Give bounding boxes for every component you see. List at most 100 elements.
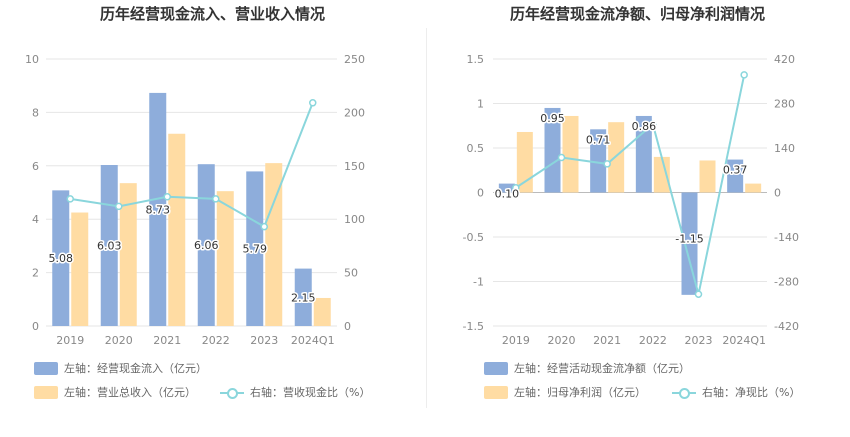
bar-left-series	[294, 268, 312, 326]
bar-data-label: 8.73	[146, 203, 171, 216]
left-axis-tick-label: 0	[477, 187, 484, 200]
bar-right-series	[168, 133, 186, 326]
right-axis-tick-label: -140	[774, 231, 799, 244]
right-axis-tick-label: 50	[344, 267, 358, 280]
ratio-point	[740, 71, 748, 79]
bar-right-series	[745, 183, 762, 193]
ratio-point	[163, 193, 171, 201]
bar-right-series	[216, 191, 234, 326]
legend-item-left-bar[interactable]: 左轴：经营现金流入（亿元）	[34, 360, 207, 376]
legend-item-left-bar[interactable]: 左轴：经营活动现金流净额（亿元）	[484, 360, 690, 376]
x-axis-tick-label: 2023	[250, 334, 278, 347]
left-axis-tick-label: 6	[32, 160, 39, 173]
panel-divider	[426, 28, 427, 408]
chart-title: 历年经营现金流入、营业收入情况	[99, 5, 325, 23]
bar-right-series	[119, 183, 137, 326]
left-axis-tick-label: 4	[32, 213, 39, 226]
legend-line-marker	[220, 386, 244, 399]
bar-left-series	[149, 92, 167, 326]
legend-label: 左轴：营业总收入（亿元）	[64, 386, 196, 399]
x-axis-tick-label: 2022	[202, 334, 230, 347]
x-axis-tick-label: 2024Q1	[291, 334, 335, 347]
x-axis-tick-label: 2020	[548, 334, 576, 347]
legend-item-right-bar[interactable]: 左轴：营业总收入（亿元）	[34, 384, 196, 400]
left-axis-tick-label: -1.5	[463, 320, 484, 333]
x-axis-tick-label: 2019	[56, 334, 84, 347]
legend-label: 左轴：归母净利润（亿元）	[514, 386, 646, 399]
legend-label: 右轴：净现比（%）	[702, 386, 801, 399]
right-axis-tick-label: 140	[774, 142, 795, 155]
right-axis-tick-label: 0	[774, 187, 781, 200]
bar-right-series	[699, 160, 716, 193]
bar-data-label: 0.10	[495, 188, 519, 201]
bar-left-series	[727, 159, 744, 193]
ratio-line	[515, 74, 746, 295]
bar-left-series	[52, 190, 70, 326]
ratio-point	[603, 160, 611, 168]
right-axis-tick-label: -420	[774, 320, 799, 333]
bar-right-series	[562, 115, 579, 193]
bar-data-label: 0.37	[723, 164, 748, 177]
x-axis-tick-label: 2021	[153, 334, 181, 347]
left-axis-tick-label: 8	[32, 106, 39, 119]
left-axis-tick-label: -1	[473, 276, 484, 289]
legend-swatch	[484, 361, 508, 375]
ratio-point	[512, 183, 520, 192]
legend-swatch	[484, 385, 508, 399]
chart-panel-cash-inflow-revenue: 历年经营现金流入、营业收入情况 0 2 4 6 8 10 0 50 100 150 200 250 20…	[25, 5, 370, 400]
left-axis-tick-label: 0	[32, 320, 39, 333]
left-axis-tick-label: 2	[32, 267, 39, 280]
bar-left-series	[590, 129, 607, 193]
bar-right-series	[265, 163, 283, 326]
legend-label: 右轴：营收现金比（%）	[250, 386, 371, 399]
legend-item-line[interactable]: 右轴：营收现金比（%）	[220, 384, 370, 400]
bar-data-label: 0.86	[632, 120, 657, 133]
bar-right-series	[313, 297, 331, 326]
ratio-line	[70, 102, 314, 229]
right-axis-tick-label: 150	[344, 160, 365, 173]
ratio-point	[115, 202, 123, 211]
ratio-point	[557, 153, 566, 162]
ratio-point	[212, 195, 220, 203]
ratio-point	[260, 222, 268, 231]
bar-left-series	[681, 192, 698, 295]
right-axis-tick-label: 280	[774, 98, 795, 111]
legend-swatch	[34, 361, 58, 375]
left-axis-tick-label: 1	[477, 98, 484, 111]
chart-plot: -1.5 -1 -0.5 0 0.5 1 1.5 -420 -280 -140 0 140 280 420…	[463, 53, 799, 347]
bar-right-series	[516, 131, 533, 193]
bar-data-label: 5.79	[243, 243, 268, 256]
x-axis-tick-label: 2024Q1	[722, 334, 766, 347]
x-axis-tick-label: 2021	[593, 334, 621, 347]
chart-title: 历年经营现金流净额、归母净利润情况	[509, 5, 765, 23]
x-axis-tick-label: 2022	[639, 334, 667, 347]
right-axis-tick-label: 100	[344, 213, 365, 226]
legend-swatch	[34, 385, 58, 399]
right-axis-tick-label: 250	[344, 53, 365, 66]
legend-label: 左轴：经营现金流入（亿元）	[64, 362, 207, 375]
right-axis-tick-label: -280	[774, 276, 799, 289]
bar-left-series	[498, 183, 515, 193]
bar-data-label: 6.06	[194, 239, 219, 252]
right-axis-tick-label: 0	[344, 320, 351, 333]
legend-item-right-bar[interactable]: 左轴：归母净利润（亿元）	[484, 384, 646, 400]
x-axis-tick-label: 2019	[502, 334, 530, 347]
bar-data-label: 6.03	[97, 239, 122, 252]
x-axis-tick-label: 2020	[105, 334, 133, 347]
bar-data-label: 0.71	[586, 133, 611, 146]
bar-left-series	[544, 107, 561, 193]
left-axis-tick-label: 0.5	[467, 142, 485, 155]
right-axis-tick-label: 420	[774, 53, 795, 66]
bar-data-label: 5.08	[49, 252, 74, 265]
left-axis-tick-label: 1.5	[467, 53, 485, 66]
ratio-point	[694, 290, 703, 298]
bar-left-series	[197, 164, 215, 326]
right-axis-tick-label: 200	[344, 106, 365, 119]
legend-item-line[interactable]: 右轴：净现比（%）	[672, 384, 800, 400]
bar-right-series	[71, 212, 89, 326]
x-axis-tick-label: 2023	[685, 334, 713, 347]
left-axis-tick-label: 10	[25, 53, 39, 66]
bar-right-series	[653, 156, 670, 193]
ratio-point	[309, 99, 317, 107]
legend-line-marker	[672, 386, 696, 399]
